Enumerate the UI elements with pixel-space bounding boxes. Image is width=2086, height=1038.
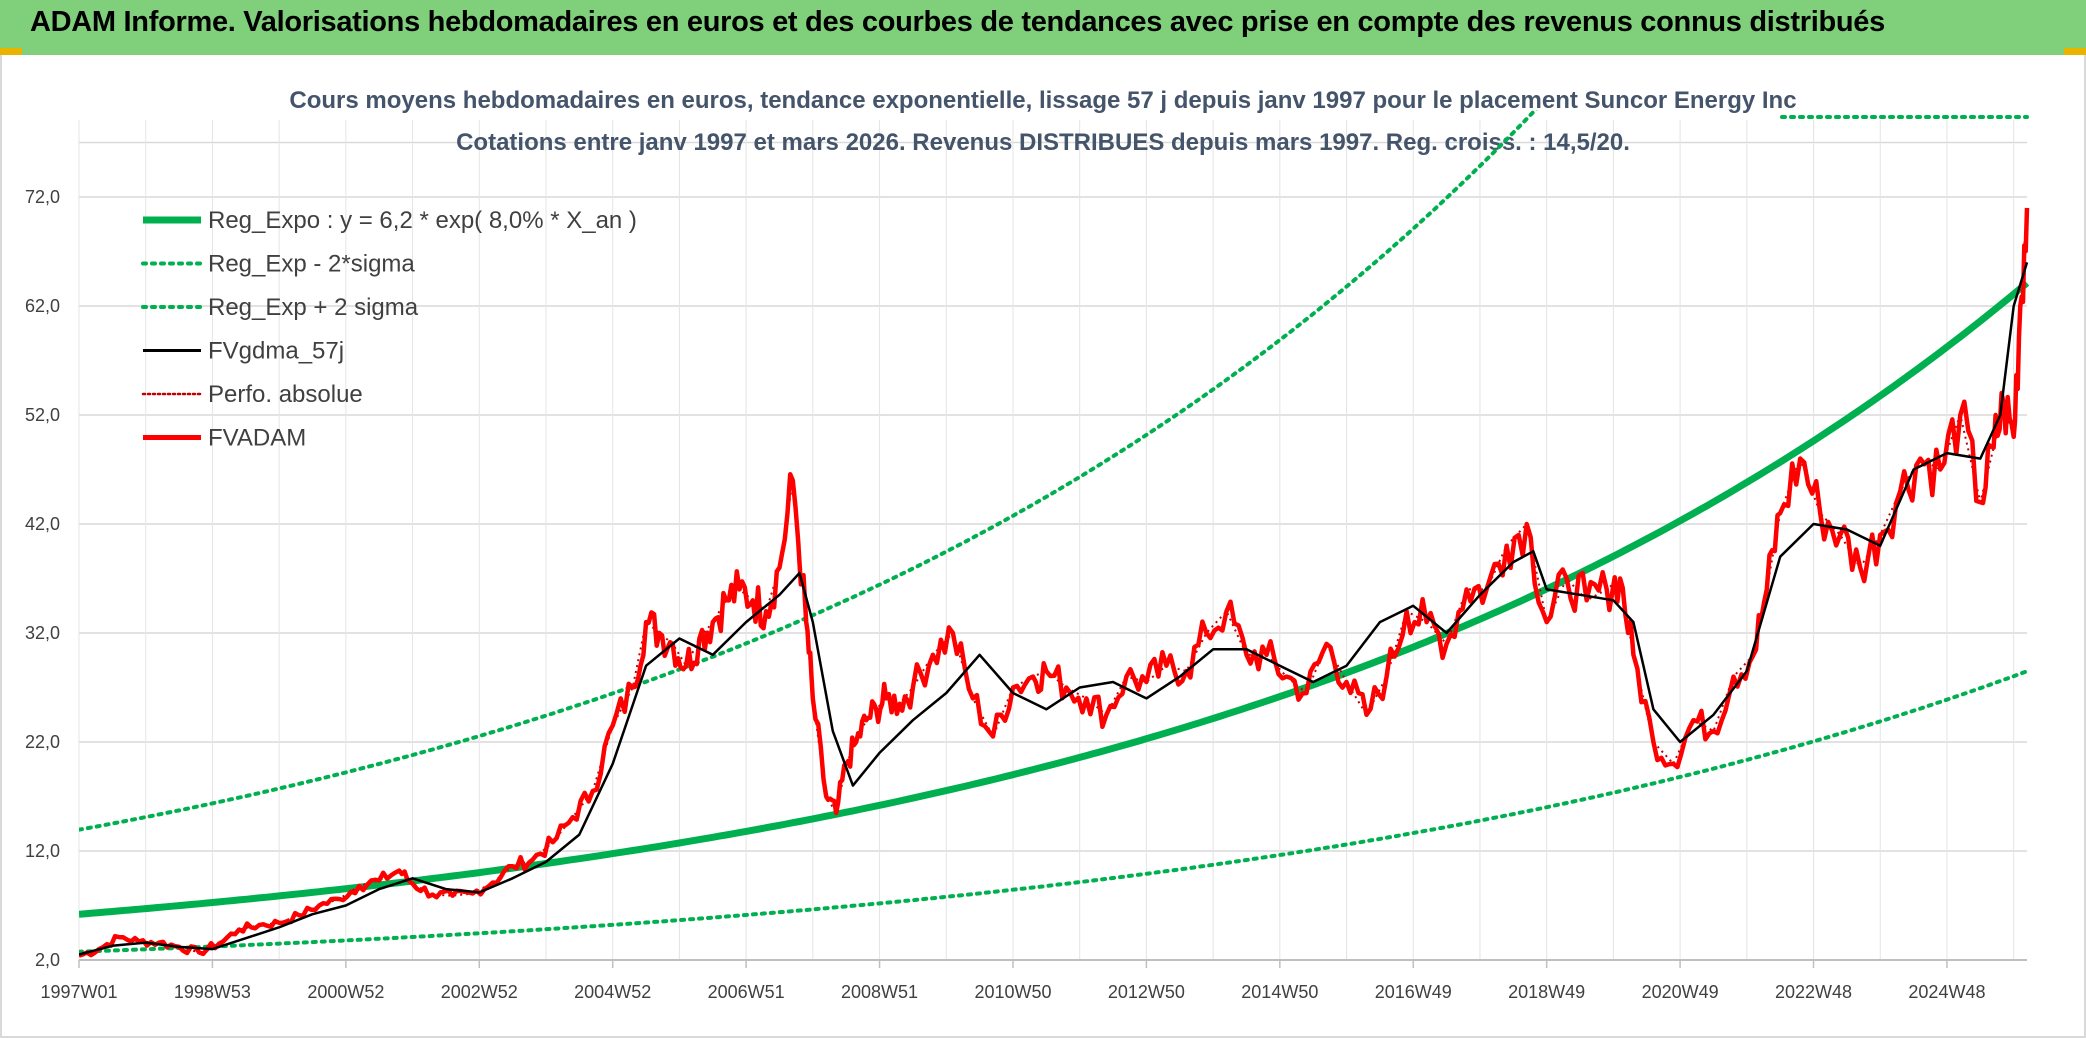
grid-layer <box>78 120 2027 961</box>
legend-label: Reg_Exp + 2 sigma <box>208 294 419 321</box>
x-tick-label: 2014W50 <box>1241 982 1318 1002</box>
chart-frame <box>0 55 2086 1038</box>
x-tick-label: 2016W49 <box>1375 982 1452 1002</box>
x-tick-label: 1998W53 <box>174 982 251 1002</box>
y-axis-ticks: 2,0 12,0 22,0 32,0 42,0 52,0 62,0 72,0 <box>25 187 60 970</box>
x-tick-label: 1997W01 <box>40 982 117 1002</box>
header-corner-left <box>0 48 22 55</box>
y-tick-label: 62,0 <box>25 296 60 316</box>
perfo-absolue-line <box>79 207 2028 957</box>
header-bar: ADAM Informe. Valorisations hebdomadaire… <box>0 0 2086 55</box>
x-tick-label: 2006W51 <box>708 982 785 1002</box>
x-tick-label: 2010W50 <box>974 982 1051 1002</box>
y-tick-label: 32,0 <box>25 623 60 643</box>
fvadam-line <box>79 207 2030 958</box>
y-tick-label: 52,0 <box>25 405 60 425</box>
x-tick-label: 2020W49 <box>1642 982 1719 1002</box>
header-corner-right <box>2064 48 2086 55</box>
x-tick-label: 2012W50 <box>1108 982 1185 1002</box>
y-tick-label: 12,0 <box>25 841 60 861</box>
legend-label: Perfo. absolue <box>208 381 363 408</box>
reg-exp-plus-2sigma-line <box>79 110 1538 832</box>
legend-label: Reg_Expo : y = 6,2 * exp( 8,0% * X_an ) <box>208 207 637 234</box>
chart-title: Cours moyens hebdomadaires en euros, ten… <box>289 87 1796 114</box>
x-tick-label: 2004W52 <box>574 982 651 1002</box>
legend-label: FVgdma_57j <box>208 338 344 365</box>
legend-label: Reg_Exp - 2*sigma <box>208 251 415 278</box>
y-tick-label: 2,0 <box>35 950 60 970</box>
x-axis-ticks: 1997W01 1998W53 2000W52 2002W52 2004W52 2006W… <box>40 960 1985 1002</box>
legend: Reg_Expo : y = 6,2 * exp( 8,0% * X_an ) R… <box>141 207 637 452</box>
y-tick-label: 22,0 <box>25 732 60 752</box>
legend-label: FVADAM <box>208 425 306 452</box>
x-tick-label: 2024W48 <box>1908 982 1985 1002</box>
y-tick-label: 42,0 <box>25 514 60 534</box>
reg-expo-line <box>79 280 2030 918</box>
y-tick-label: 72,0 <box>25 187 60 207</box>
x-tick-label: 2002W52 <box>441 982 518 1002</box>
header-title: ADAM Informe. Valorisations hebdomadaire… <box>30 6 1885 38</box>
chart-subtitle: Cotations entre janv 1997 et mars 2026. … <box>456 129 1630 156</box>
reg-exp-minus-2sigma-line <box>79 669 2029 954</box>
fvgdma-57j-line <box>79 262 2029 956</box>
x-tick-label: 2018W49 <box>1508 982 1585 1002</box>
x-tick-label: 2022W48 <box>1775 982 1852 1002</box>
x-tick-label: 2008W51 <box>841 982 918 1002</box>
x-tick-label: 2000W52 <box>307 982 384 1002</box>
series-layer <box>79 110 2030 958</box>
